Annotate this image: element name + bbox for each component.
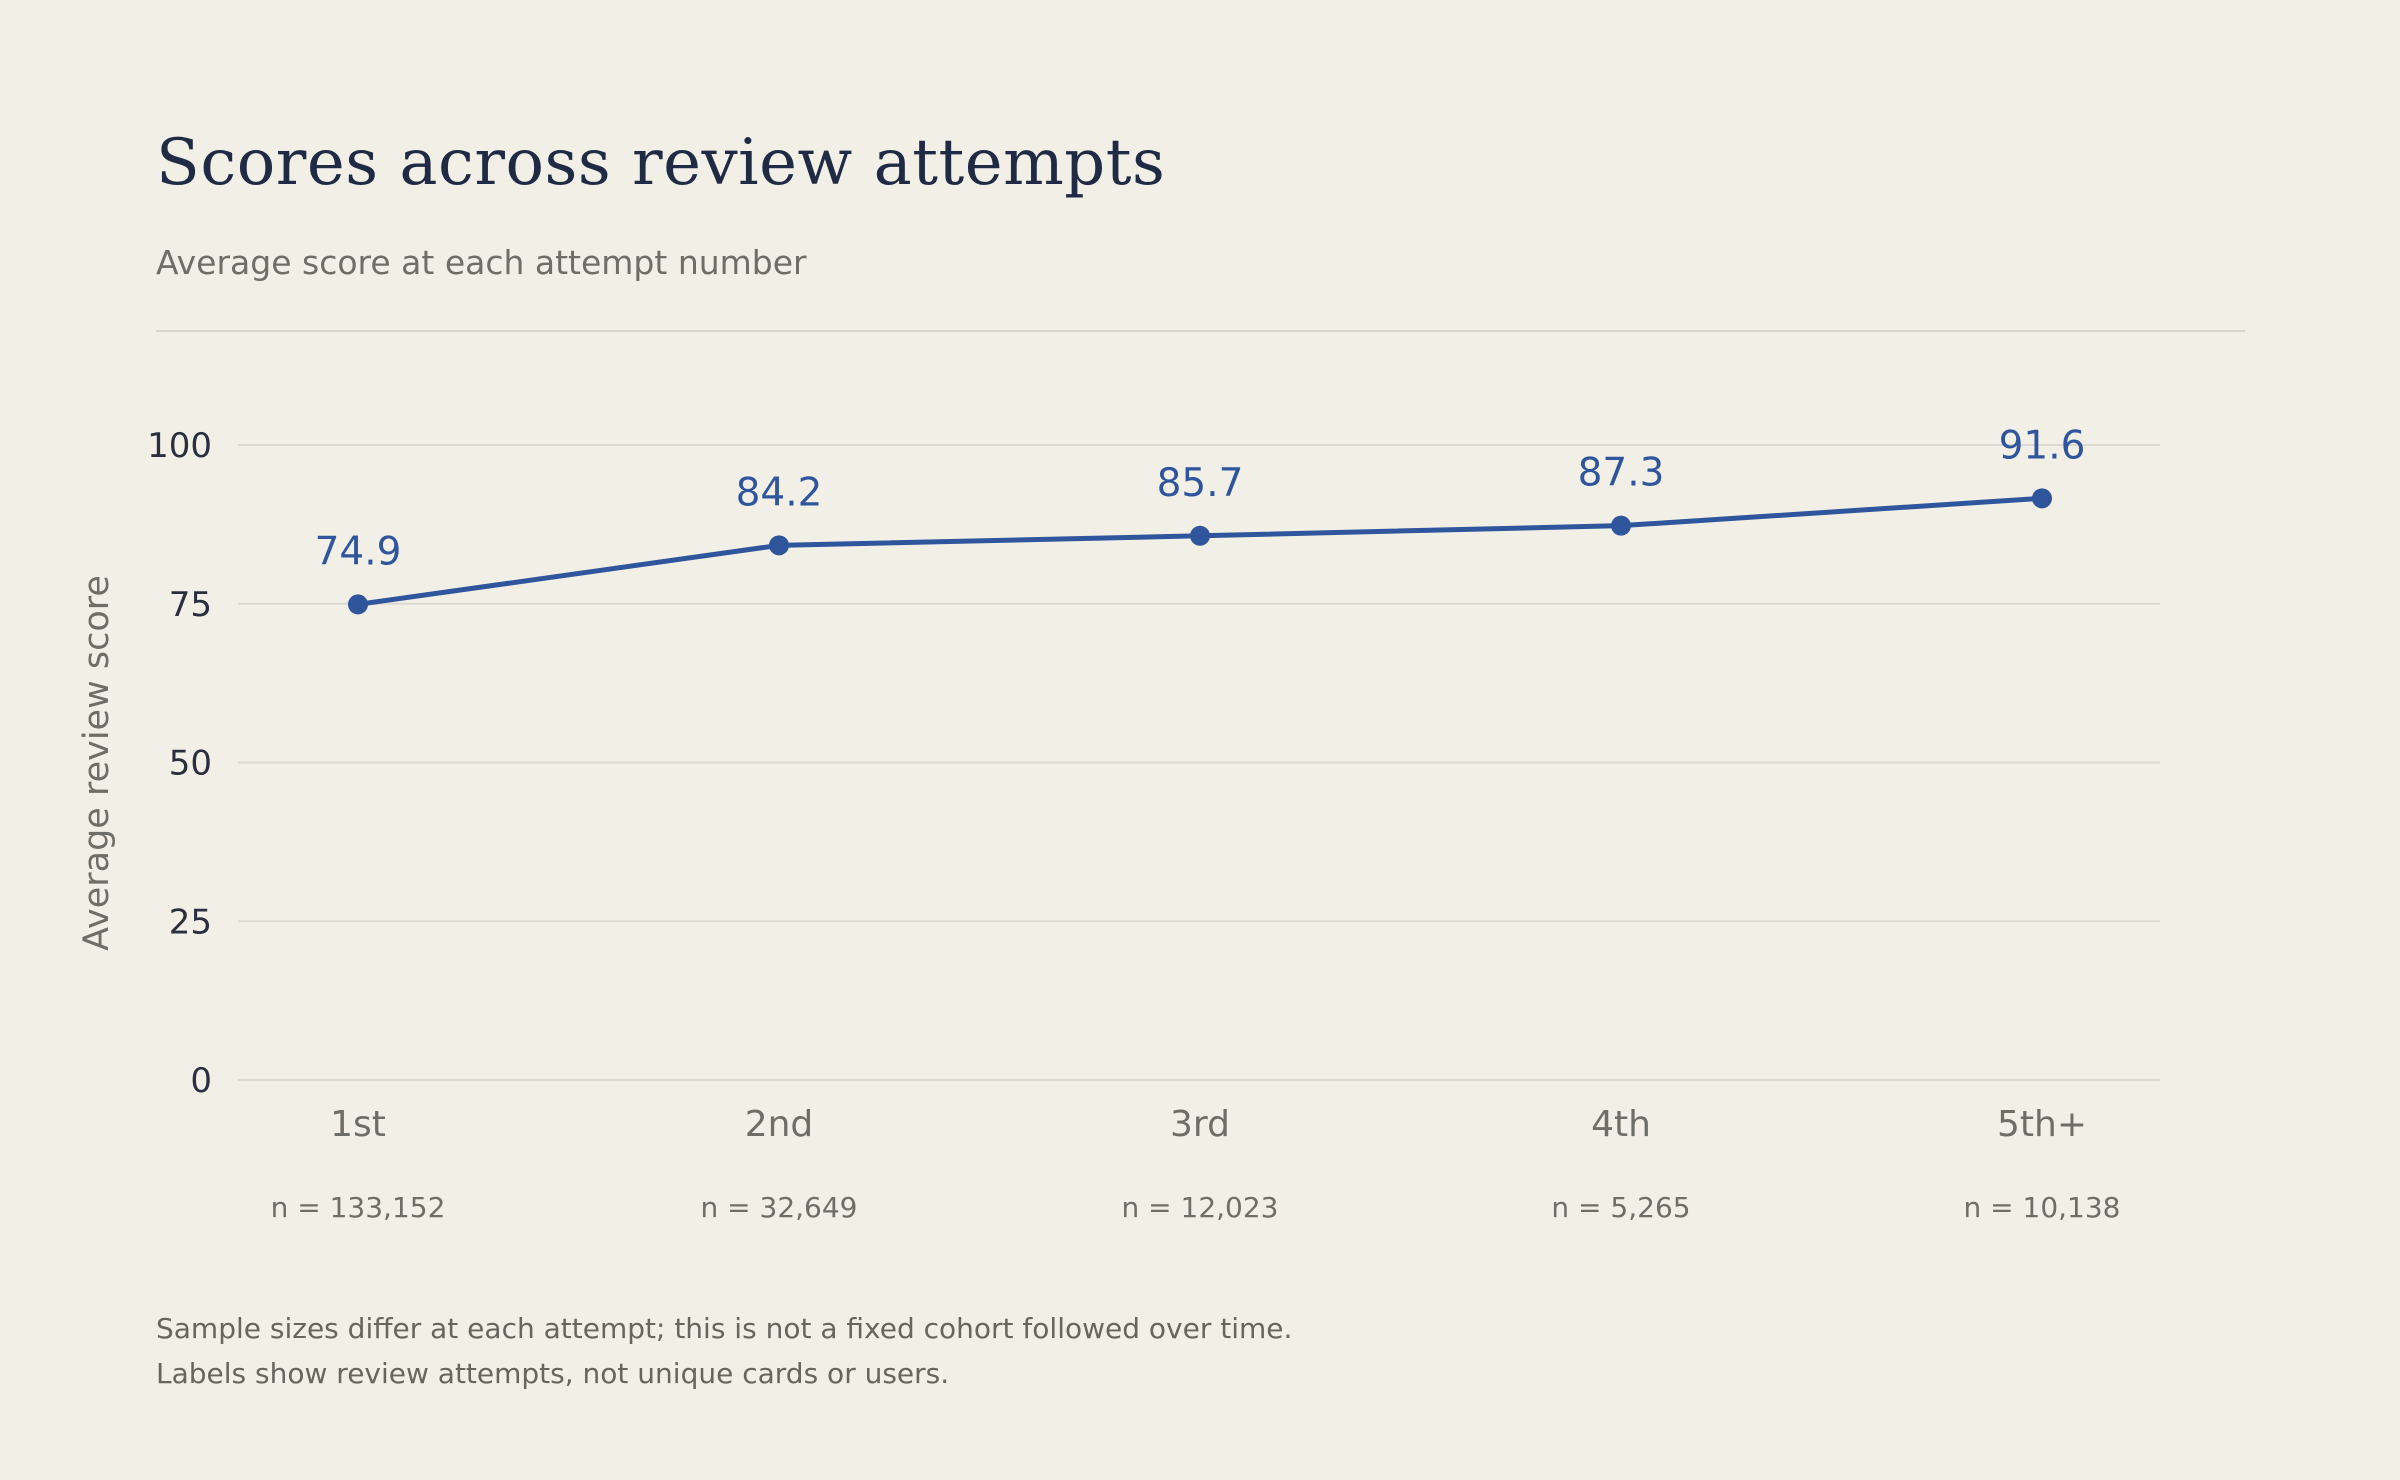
sample-size-label: n = 12,023 <box>1122 1191 1279 1224</box>
data-label: 85.7 <box>1157 461 1244 506</box>
y-tick-label: 75 <box>169 585 212 625</box>
footnote-labels: Labels show review attempts, not unique … <box>156 1357 950 1390</box>
sample-size-label: n = 133,152 <box>271 1191 446 1224</box>
data-label: 87.3 <box>1578 451 1665 496</box>
sample-size-labels: n = 133,152 n = 32,649 n = 12,023 n = 5,265… <box>271 1191 2121 1224</box>
data-labels: 74.9 84.2 85.7 87.3 91.6 <box>315 423 2086 574</box>
data-point-3rd <box>1190 525 1210 546</box>
x-tick-label: 5th+ <box>1997 1104 2087 1145</box>
sample-size-label: n = 32,649 <box>701 1191 858 1224</box>
header-divider <box>156 330 2245 332</box>
y-tick-label: 100 <box>147 426 212 466</box>
chart-title: Scores across review attempts <box>156 126 1166 200</box>
data-points <box>348 488 2052 615</box>
data-point-1st <box>348 594 368 615</box>
x-tick-label: 4th <box>1591 1104 1651 1145</box>
data-label: 74.9 <box>315 529 402 574</box>
series-line <box>355 495 2045 607</box>
x-tick-label: 3rd <box>1170 1104 1230 1145</box>
x-tick-label: 2nd <box>745 1104 814 1145</box>
y-tick-label: 0 <box>190 1061 212 1101</box>
y-axis-ticks: 0 25 50 75 100 <box>147 426 212 1101</box>
y-axis-label: Average review score <box>77 575 117 951</box>
chart-subtitle: Average score at each attempt number <box>156 243 807 282</box>
data-point-5th+ <box>2032 488 2052 509</box>
sample-size-label: n = 10,138 <box>1964 1191 2121 1224</box>
footnote-sample-sizes: Sample sizes differ at each attempt; thi… <box>156 1312 1293 1345</box>
series-path <box>355 495 2045 607</box>
data-point-2nd <box>769 535 789 556</box>
x-tick-label: 1st <box>330 1104 386 1145</box>
sample-size-label: n = 5,265 <box>1551 1191 1690 1224</box>
data-label: 84.2 <box>736 470 823 515</box>
y-tick-label: 50 <box>169 744 212 784</box>
data-point-4th <box>1611 515 1631 536</box>
gridlines <box>238 444 2160 1081</box>
y-tick-label: 25 <box>169 902 212 942</box>
x-axis-ticks: 1st 2nd 3rd 4th 5th+ <box>330 1104 2087 1145</box>
data-label: 91.6 <box>1999 423 2086 468</box>
